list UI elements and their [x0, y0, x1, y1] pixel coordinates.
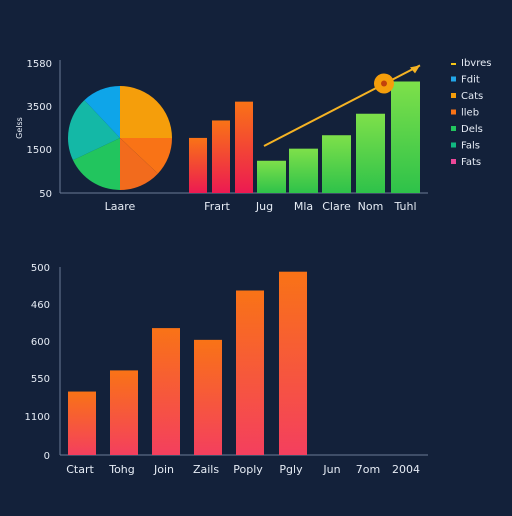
bar-charts	[68, 81, 420, 455]
bar	[194, 339, 222, 455]
legend-label: Dels	[461, 124, 483, 135]
legend-label: Cats	[461, 91, 483, 102]
pie-slice	[68, 100, 120, 161]
pie-slice	[120, 138, 158, 190]
bar	[212, 120, 230, 193]
trend-arrowhead	[410, 65, 420, 74]
trend-line	[263, 64, 421, 147]
pie-chart	[68, 86, 172, 190]
x-tick-label: 2004	[392, 463, 420, 476]
bar	[152, 328, 180, 455]
legend-label: Fats	[461, 157, 481, 168]
bar	[257, 160, 286, 193]
y-tick-label-bottom: 500	[31, 263, 50, 274]
x-tick-label: 7om	[356, 463, 380, 476]
y-tick-label-top: 50	[39, 189, 52, 200]
legend-label: lleb	[461, 108, 479, 119]
legend: Ibvres Fdit Cats lleb Dels Fals Fats	[451, 58, 491, 168]
legend-marker	[451, 93, 456, 98]
y-axis-label-top: Gelss	[15, 117, 24, 139]
x-tick-label: Jug	[255, 200, 273, 213]
bar	[391, 81, 420, 193]
legend-marker	[451, 126, 456, 131]
pie-slice	[72, 138, 120, 190]
bar	[189, 137, 207, 193]
x-tick-label: Jun	[322, 463, 340, 476]
y-tick-label-bottom: 0	[44, 451, 50, 462]
x-tick-label: Pgly	[279, 463, 303, 476]
legend-label: Fdit	[461, 75, 480, 86]
legend-marker	[451, 142, 456, 148]
bar	[235, 101, 253, 193]
x-tick-label: Mla	[294, 200, 313, 213]
y-tick-label-top: 1500	[27, 145, 52, 156]
legend-marker	[451, 109, 456, 115]
trend-line-layer	[263, 64, 421, 147]
pie-slice	[120, 86, 172, 138]
bar	[68, 391, 96, 455]
trend-marker-dot	[381, 80, 387, 87]
pie-slice	[84, 86, 120, 138]
labels-layer: 1580 3500 1500 50 Gelss Laare Frart Jug Mla Clare…	[15, 59, 420, 476]
x-tick-label: Ctart	[66, 463, 94, 476]
x-tick-label: Nom	[358, 200, 384, 213]
bar	[289, 148, 318, 193]
legend-marker	[451, 63, 456, 65]
y-tick-label-bottom: 550	[31, 374, 50, 385]
bar	[236, 290, 264, 455]
y-tick-label-top: 1580	[27, 59, 52, 70]
bar	[279, 271, 307, 455]
legend-marker	[451, 159, 456, 164]
x-tick-label: Clare	[322, 200, 351, 213]
y-tick-label-top: 3500	[27, 102, 52, 113]
legend-label: Ibvres	[461, 58, 491, 69]
y-tick-label-bottom: 460	[31, 300, 50, 311]
y-tick-label-bottom: 1100	[25, 412, 50, 423]
y-tick-label-bottom: 600	[31, 337, 50, 348]
x-tick-label: Tohg	[108, 463, 135, 476]
bar	[356, 113, 385, 193]
x-tick-label: Join	[153, 463, 174, 476]
legend-label: Fals	[461, 141, 480, 152]
x-tick-label: Zails	[193, 463, 219, 476]
x-tick-label: Poply	[233, 463, 263, 476]
legend-marker	[451, 76, 456, 82]
bar	[322, 135, 351, 193]
bar	[110, 370, 138, 455]
x-label-frart: Frart	[204, 200, 230, 213]
pie-slice	[120, 138, 172, 174]
x-label-pie: Laare	[105, 200, 136, 213]
x-tick-label: Tuhl	[393, 200, 416, 213]
